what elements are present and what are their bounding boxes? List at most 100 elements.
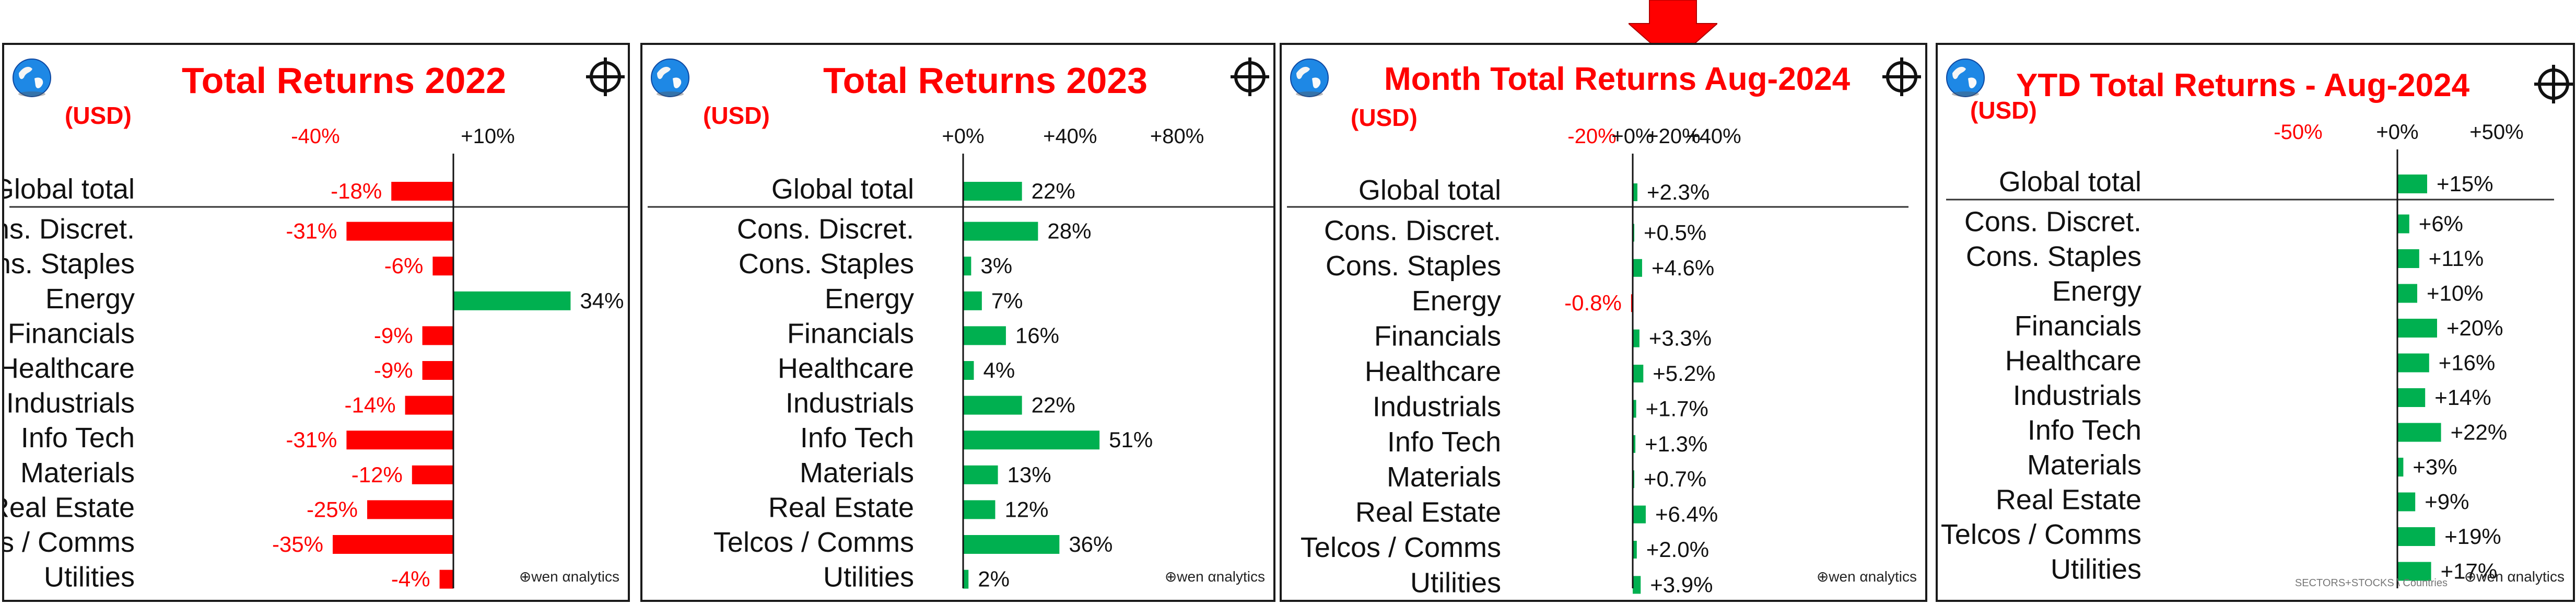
bar: [963, 361, 974, 380]
data-label: +3.3%: [1649, 326, 1712, 351]
globe-icon: [1945, 57, 1986, 98]
globe-icon: [650, 57, 690, 98]
category-label: Materials: [800, 457, 914, 489]
x-tick-label: +80%: [1150, 125, 1204, 148]
bar: [1633, 435, 1636, 453]
bar-chart: -40% +10% Global total -18% Cons. Discret. -3…: [4, 125, 628, 593]
bar: [333, 535, 453, 554]
data-label: +0.7%: [1644, 467, 1706, 491]
data-label: +22%: [2451, 420, 2508, 445]
units-label: (USD): [65, 102, 132, 129]
data-label: +10%: [2427, 281, 2484, 306]
data-label: +3%: [2413, 455, 2457, 479]
category-label: Materials: [20, 457, 135, 489]
bar: [963, 222, 1038, 241]
category-label: Utilities: [1410, 567, 1501, 598]
bar: [346, 431, 453, 450]
data-label: +6.4%: [1655, 502, 1718, 527]
bar: [2397, 175, 2427, 193]
bar: [2397, 284, 2417, 303]
data-label: 22%: [1032, 393, 1075, 417]
x-tick-label: +40%: [1687, 125, 1741, 148]
data-label: -9%: [374, 358, 413, 382]
data-label: +6%: [2419, 212, 2463, 236]
category-label: Healthcare: [1365, 356, 1501, 387]
bar: [422, 326, 453, 345]
category-label: Financials: [8, 318, 135, 349]
bar: [1633, 505, 1646, 524]
category-label: Industrials: [2013, 380, 2141, 411]
category-label: Telcos / Comms: [1301, 532, 1501, 563]
data-label: -12%: [352, 462, 403, 487]
data-label: +3.9%: [1650, 572, 1713, 597]
bar: [963, 396, 1022, 415]
brand-logo: ⊕wen αnalytics: [2464, 568, 2565, 585]
bar: [2397, 353, 2429, 373]
category-label: Materials: [2027, 449, 2141, 481]
category-label: Info Tech: [1387, 426, 1501, 458]
category-label: Cons. Discret.: [737, 214, 914, 245]
data-label: 4%: [983, 358, 1015, 382]
category-label: Utilities: [2051, 554, 2141, 585]
bar-chart: -50% +0% +50% Global total +15% Cons. Discret…: [1941, 121, 2554, 588]
data-label: 16%: [1015, 323, 1059, 347]
chart-title: Month Total Returns Aug-2024: [1384, 61, 1851, 97]
category-label: Financials: [2015, 310, 2141, 342]
category-label: Info Tech: [21, 422, 135, 454]
chart-title: YTD Total Returns - Aug-2024: [2016, 67, 2470, 103]
bar: [439, 570, 453, 589]
data-label: -9%: [374, 323, 413, 347]
data-label: -4%: [391, 567, 430, 591]
bar: [963, 535, 1060, 554]
data-label: -35%: [272, 532, 323, 556]
data-label: +1.7%: [1646, 396, 1708, 421]
data-label: 22%: [1032, 179, 1075, 203]
units-label: (USD): [1351, 104, 1418, 131]
category-label: Cons. Discret.: [4, 214, 135, 245]
category-label: Cons. Discret.: [1324, 215, 1501, 246]
category-label: Real Estate: [768, 492, 914, 523]
data-label: +5.2%: [1653, 361, 1715, 386]
chart-panel-2023: +0% +40% +80% Global total 22% Cons. Discret.…: [640, 43, 1275, 602]
bar: [2397, 423, 2441, 442]
bar: [405, 396, 453, 415]
bar: [2397, 492, 2416, 512]
data-label: 36%: [1069, 532, 1113, 556]
x-tick-label: -50%: [2274, 121, 2322, 144]
crosshair-icon: [1230, 56, 1270, 97]
category-label: Cons. Staples: [739, 248, 914, 280]
category-label: Cons. Discret.: [1964, 206, 2141, 238]
category-label: Materials: [1387, 461, 1501, 493]
brand-logo: ⊕wen αnalytics: [1816, 568, 1917, 585]
bar: [963, 570, 969, 589]
category-label: Healthcare: [778, 353, 914, 384]
category-label: Energy: [1412, 285, 1501, 317]
category-label: Global total: [771, 173, 914, 205]
category-label: Cons. Staples: [1966, 241, 2141, 272]
chart-panel-ytd-aug-2024: -50% +0% +50% Global total +15% Cons. Discret…: [1936, 43, 2575, 602]
bar: [422, 361, 453, 380]
data-label: +11%: [2429, 246, 2484, 271]
category-label: Real Estate: [4, 492, 135, 523]
data-label: 2%: [978, 567, 1010, 591]
category-label: Energy: [2052, 276, 2141, 307]
bar: [963, 291, 982, 310]
category-label: Cons. Staples: [4, 248, 135, 280]
category-label: Global total: [4, 173, 135, 205]
data-label: +15%: [2437, 171, 2493, 196]
category-label: Healthcare: [4, 353, 135, 384]
bar: [2397, 388, 2426, 407]
chart-panel-aug-2024-month: -20% +0% +20% +40% Global total +2.3% Cons. Di…: [1280, 43, 1927, 602]
category-label: Real Estate: [1355, 497, 1501, 528]
x-tick-label: +40%: [1043, 125, 1097, 148]
bar: [2397, 562, 2431, 581]
footnote: SECTORS+STOCKS \ Countries: [2294, 577, 2448, 589]
category-label: Telcos / Comms: [1941, 519, 2141, 550]
data-label: +2.0%: [1646, 537, 1709, 562]
units-label: (USD): [703, 102, 770, 129]
data-label: -14%: [345, 393, 396, 417]
data-label: 7%: [991, 288, 1023, 313]
bar-chart: -20%+0%+20%+40% Global total +2.3% Cons. Di…: [1287, 125, 1908, 598]
data-label: +1.3%: [1645, 432, 1707, 456]
data-label: +2.3%: [1647, 180, 1709, 204]
